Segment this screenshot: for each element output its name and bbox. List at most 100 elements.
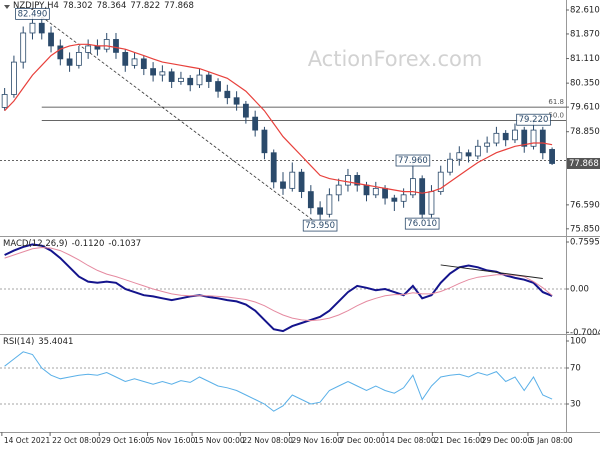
y-tick-label: 100 [570, 337, 586, 347]
header-value: 78.364 [96, 1, 127, 11]
candle-body [122, 51, 129, 66]
candle-body [103, 39, 110, 50]
candle-body [270, 152, 277, 183]
x-tick-label: 29 Oct 16:00 [101, 436, 150, 445]
x-tick-label: 14 Oct 2021 [4, 436, 51, 445]
last-price-box [567, 157, 600, 169]
y-tick-label: 80.350 [570, 79, 600, 89]
price-label-text: 76.010 [407, 219, 437, 229]
candle-body [493, 132, 500, 144]
candle-body [140, 58, 147, 69]
candle-body [242, 103, 249, 118]
candle-body [57, 45, 64, 60]
candle-body [345, 175, 351, 186]
macd-header: MACD(12,26,9) -0.1120 -0.1037 [3, 239, 141, 249]
last-price-label: 77.868 [569, 159, 599, 169]
candle-body [113, 39, 119, 53]
candle-body [38, 22, 45, 34]
candle-body [1, 94, 8, 108]
candle-body [363, 184, 370, 196]
candle-body [298, 171, 305, 192]
candle-body [252, 116, 259, 131]
y-tick-label: 79.610 [570, 103, 600, 113]
candle-body [447, 158, 453, 173]
price-label: 82.490 [15, 7, 50, 20]
indicator-title: RSI(14) [3, 337, 35, 347]
price-label-box [516, 113, 551, 126]
candle-body [215, 81, 221, 92]
candle-body [354, 175, 361, 186]
candle-body [484, 142, 491, 147]
candle-body [224, 90, 231, 99]
candle-body [428, 191, 435, 215]
y-tick-label: 0.00 [570, 284, 589, 294]
price-label-text: 82.490 [18, 9, 48, 19]
price-label-box [15, 7, 50, 20]
trendline [440, 264, 543, 279]
candle-body [85, 45, 92, 53]
fib-label: 50.0 [548, 111, 564, 119]
y-tick-label: 81.110 [570, 54, 600, 64]
candle-body [530, 129, 537, 147]
candle-body [521, 129, 528, 147]
price-label-text: 75.950 [305, 221, 335, 231]
candle-body [456, 152, 463, 160]
y-tick-label: 82.610 [570, 5, 600, 15]
candle-body [131, 58, 138, 66]
candle-body [391, 197, 398, 202]
candle-body [317, 207, 324, 215]
y-tick-label: 0.7595 [570, 237, 600, 247]
y-tick-label: 78.850 [570, 127, 600, 137]
price-header: NZDJPY,H4 78.302 78.364 77.822 77.868 [13, 1, 194, 11]
candle-body [280, 181, 286, 189]
candle-body [48, 32, 54, 47]
candle-body [400, 194, 407, 202]
candle-body [419, 178, 426, 215]
candle-body [66, 58, 73, 66]
candle-body [11, 61, 17, 95]
price-label: 77.960 [395, 154, 431, 167]
header-value: 78.302 [62, 1, 93, 11]
x-tick-label: 29 Nov 16:00 [291, 436, 342, 445]
candle-body [150, 68, 156, 76]
candle-body [159, 71, 166, 76]
symbol: NZDJPY,H4 [13, 1, 59, 11]
candle-body [261, 129, 268, 154]
x-tick-label: 14 Dec 08:00 [385, 436, 436, 445]
x-tick-label: 5 Nov 16:00 [150, 436, 196, 445]
price-label: 79.220 [516, 113, 551, 126]
x-tick-label: 22 Nov 08:00 [242, 436, 293, 445]
x-tick-label: 22 Oct 08:00 [52, 436, 101, 445]
y-tick-label: 76.590 [570, 200, 600, 210]
y-tick-label: 81.870 [570, 29, 600, 39]
candle-body [549, 149, 555, 164]
candle-body [289, 171, 296, 189]
candle-body [205, 74, 212, 82]
indicator-line [4, 246, 553, 322]
candle-body [168, 71, 175, 82]
price-label-text: 77.960 [398, 156, 428, 166]
y-tick-label: 75.850 [570, 224, 600, 234]
price-label: 75.950 [302, 219, 338, 232]
x-tick-label: 15 Nov 00:00 [194, 436, 245, 445]
price-label-box [395, 154, 431, 167]
x-tick-label: 7 Dec 00:00 [340, 436, 386, 445]
candle-body [233, 97, 240, 105]
candle-body [512, 129, 518, 141]
candle-body [335, 184, 342, 196]
candle-body [382, 187, 388, 199]
indicator-line [4, 351, 553, 412]
candle-body [75, 51, 82, 66]
candle-body [20, 32, 27, 63]
candle-body [372, 187, 379, 196]
x-tick-label: 5 Jan 08:00 [530, 436, 573, 445]
candle-body [196, 74, 203, 86]
price-label: 76.010 [404, 217, 440, 230]
y-tick-label: 30 [570, 400, 581, 410]
candle-body [437, 171, 444, 192]
candle-body [326, 194, 333, 215]
price-label-box [404, 217, 440, 230]
